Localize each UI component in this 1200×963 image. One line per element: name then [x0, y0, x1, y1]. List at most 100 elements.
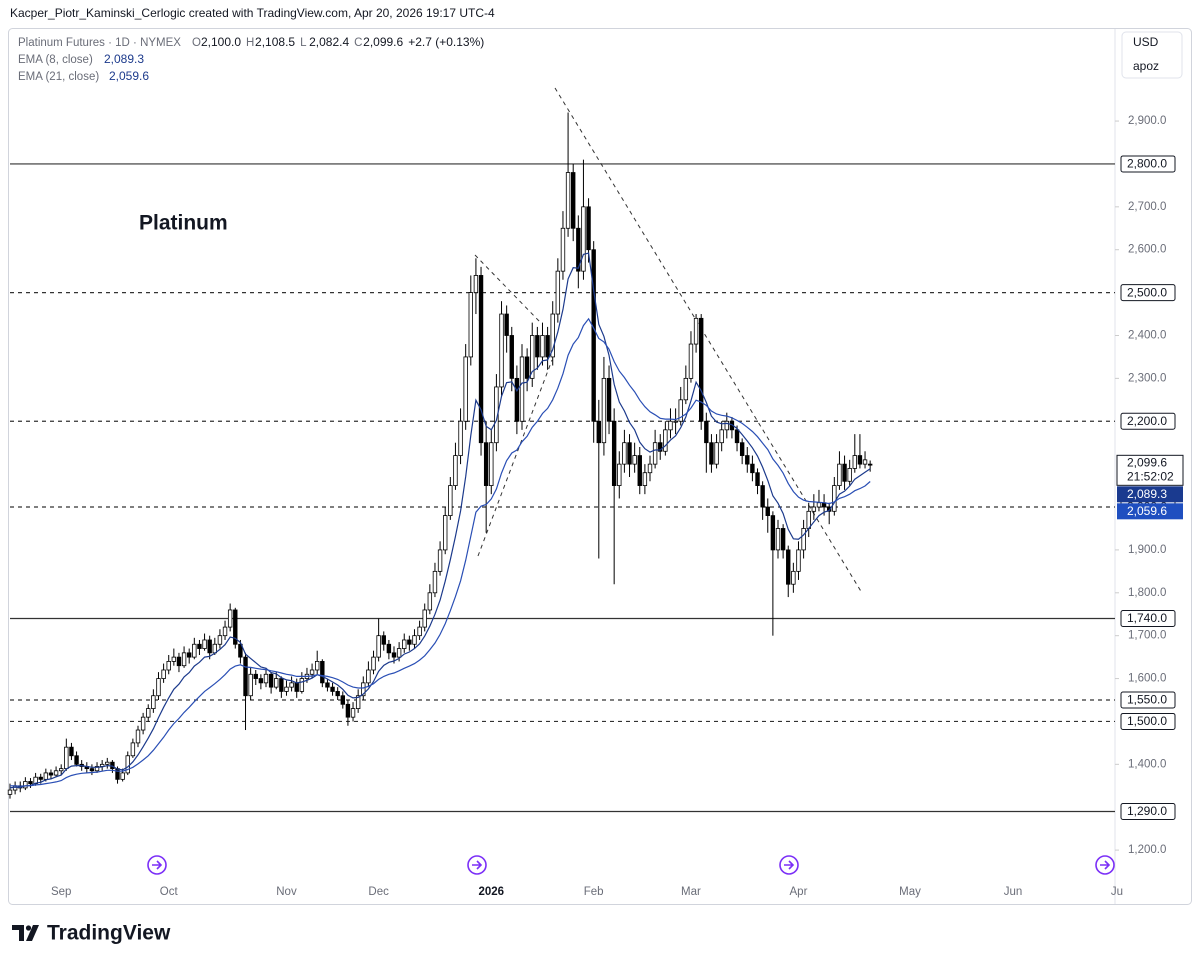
currency[interactable]: USD: [1133, 35, 1159, 49]
candle-body: [755, 472, 760, 486]
candle-body: [611, 420, 617, 486]
level-badge: [1120, 610, 1176, 628]
frame: [8, 28, 1192, 905]
candle-body: [714, 442, 719, 465]
candle-body: [837, 463, 842, 486]
y-tick-label: 1,200.0: [1128, 844, 1166, 856]
candle-body: [688, 343, 694, 379]
level-label: 1,740.0: [1127, 611, 1167, 625]
candle-body: [791, 570, 796, 585]
candle-body: [320, 661, 325, 684]
candle-body: [852, 455, 857, 469]
ohlc-key: O: [192, 37, 201, 49]
candle-body: [586, 206, 591, 251]
x-tick-label: Dec: [368, 886, 389, 898]
candle-body: [130, 742, 136, 757]
legend-entry: EMA (21, close): [18, 71, 99, 83]
candle-body: [453, 455, 458, 486]
candle-body: [862, 459, 868, 465]
candle-body: [28, 781, 33, 785]
event-icon[interactable]: [467, 855, 487, 875]
legend-value: 2,059.6: [109, 69, 149, 83]
candle-body: [468, 292, 473, 358]
candle-body: [171, 656, 177, 662]
candle-body: [494, 386, 499, 444]
candle-body: [786, 549, 791, 585]
candle-body: [448, 485, 453, 517]
candle-body: [361, 682, 366, 697]
level-badge: [1120, 284, 1176, 302]
candle-body: [274, 678, 279, 688]
candle-body: [571, 172, 576, 229]
ema-badge-label: 2,089.3: [1127, 487, 1167, 501]
level-label: 2,800.0: [1127, 157, 1167, 171]
ohlc-value: 2,082.4: [309, 35, 349, 49]
symbol: Platinum Futures · 1D · NYMEX: [18, 37, 181, 49]
level-badge: [1120, 155, 1176, 173]
candle-body: [555, 270, 561, 315]
candle-body: [658, 442, 663, 452]
x-tick-label: 2026: [478, 886, 504, 898]
countdown: 21:52:02: [1127, 469, 1174, 483]
level-badge: [1120, 691, 1176, 709]
candle-body: [289, 682, 294, 688]
candle-body: [355, 695, 361, 709]
candle-body: [89, 768, 95, 772]
x-tick-label: Mar: [681, 886, 701, 898]
x-tick-label: Oct: [160, 886, 179, 898]
event-icon[interactable]: [779, 855, 799, 875]
candle-body: [59, 768, 64, 772]
candle-body: [473, 275, 479, 294]
candle-body: [381, 635, 386, 645]
candle-body: [402, 639, 407, 649]
candle-body: [842, 463, 847, 482]
candle-body: [253, 673, 258, 679]
candle-body: [857, 455, 863, 465]
plot: [7, 112, 1115, 813]
event-icon[interactable]: [1095, 855, 1115, 875]
candle-body: [314, 661, 320, 671]
candle-body: [243, 656, 248, 697]
level-badge: [1120, 803, 1176, 821]
candle-body: [23, 781, 28, 789]
y-tick-label: 2,400.0: [1128, 330, 1166, 342]
candle-body: [483, 442, 489, 486]
candle-body: [760, 485, 765, 508]
scale-mode[interactable]: apoz: [1133, 59, 1159, 73]
ema-badge-label: 2,059.6: [1127, 504, 1167, 518]
candle-body: [745, 455, 750, 465]
ohlc-key: H: [246, 37, 254, 49]
axis-settings[interactable]: [1121, 31, 1183, 79]
x-tick-label: Apr: [790, 886, 808, 898]
candle-body: [816, 502, 822, 508]
candle-body: [739, 442, 745, 456]
candle-body: [458, 420, 463, 456]
level-badge: [1120, 412, 1176, 430]
event-icon[interactable]: [147, 855, 167, 875]
candle-body: [504, 313, 509, 336]
candle-body: [38, 776, 43, 780]
candle-body: [437, 549, 443, 572]
candle-body: [268, 673, 274, 688]
candle-body: [750, 463, 755, 474]
candle-body: [811, 506, 817, 512]
candle-body: [238, 643, 243, 658]
y-tick-label: 2,700.0: [1128, 201, 1166, 213]
candle-body: [248, 673, 253, 697]
level-label: 1,550.0: [1127, 693, 1167, 707]
candle-body: [627, 442, 632, 465]
y-tick-label: 2,900.0: [1128, 115, 1166, 127]
candle-body: [663, 429, 668, 452]
x-tick-label: Sep: [51, 886, 71, 898]
candle-body: [724, 420, 729, 431]
candle-body: [422, 609, 427, 628]
candle-body: [258, 678, 264, 684]
candle-body: [683, 377, 689, 401]
candle-body: [386, 643, 392, 654]
candle-body: [442, 515, 448, 551]
candle-body: [796, 549, 801, 572]
candle-body: [770, 515, 776, 551]
candle-body: [156, 678, 161, 697]
candle-body: [64, 746, 69, 770]
